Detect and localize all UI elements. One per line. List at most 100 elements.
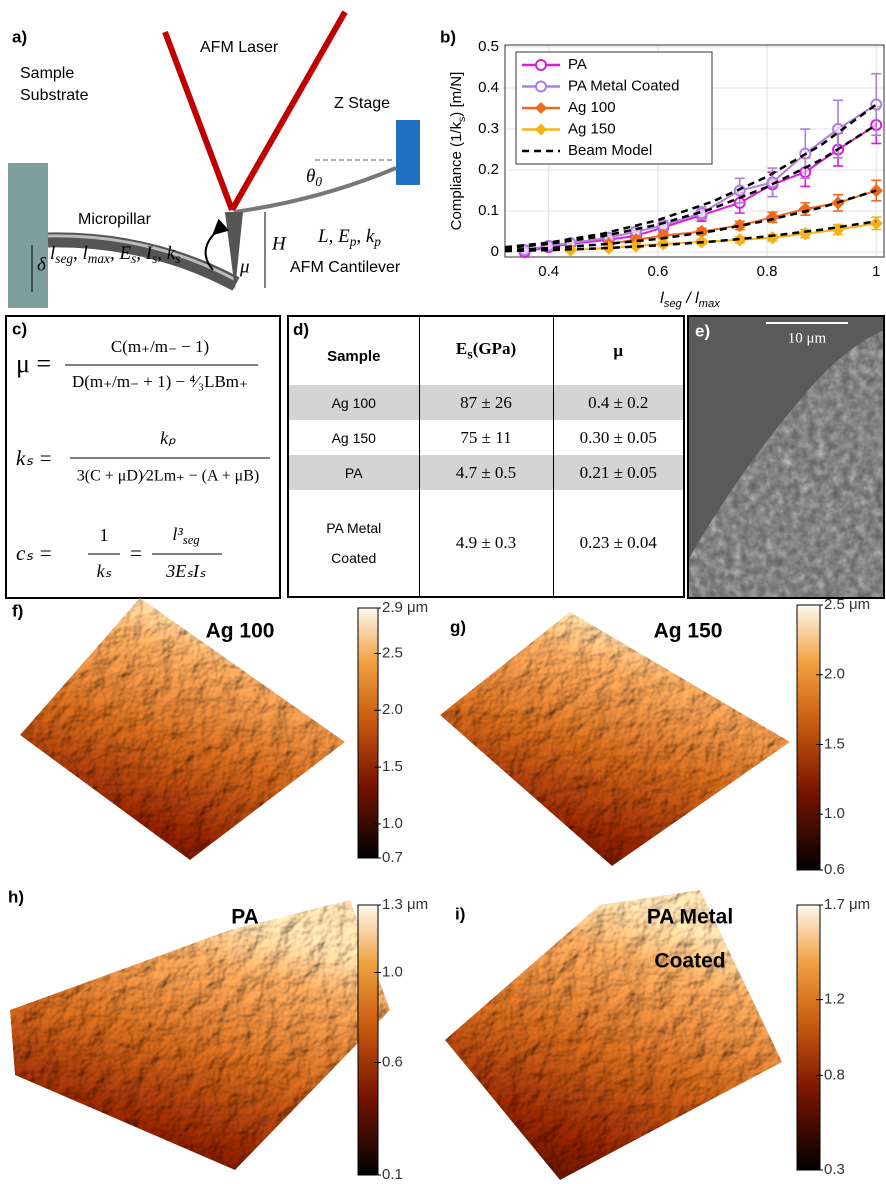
eq-num: l³seg: [172, 524, 199, 547]
legend-marker: [536, 60, 546, 70]
substrate: [8, 163, 48, 308]
text-part: / l: [682, 290, 699, 307]
cantilever-label: AFM Cantilever: [290, 259, 401, 276]
panel-label: h): [8, 887, 24, 906]
text-part: , l: [73, 243, 88, 264]
y-tick-label: 0.2: [478, 161, 499, 178]
legend-label: Ag 100: [568, 99, 616, 116]
panel-e: e) 10 μm: [688, 316, 884, 598]
header-cell: μ: [553, 316, 684, 385]
colorbar-tick-label: 0.3: [824, 1161, 845, 1178]
text-part: E: [456, 339, 467, 358]
z-stage: [396, 120, 420, 185]
afm-title: Ag 150: [654, 620, 723, 643]
x-tick-label: 0.6: [647, 263, 668, 280]
colorbar: [797, 905, 820, 1170]
subscript: seg: [664, 298, 683, 310]
colorbar-tick-label: 2.0: [824, 666, 845, 683]
results-table: Sample Es(GPa) μ Ag 100 87 ± 26 0.4 ± 0.…: [287, 315, 685, 598]
text-part: (GPa): [473, 339, 516, 358]
eq-den: 3EₛIₛ: [165, 561, 206, 581]
legend-label: Beam Model: [568, 142, 652, 159]
subscript: p: [373, 234, 381, 249]
height-label: H: [271, 233, 287, 254]
eq-den: D(m₊/m₋ + 1) − ⁴⁄₃LBm₊: [72, 372, 248, 391]
colorbar-tick-label: 0.6: [824, 861, 845, 878]
panel-label: e): [695, 321, 710, 340]
panel-label: g): [450, 617, 466, 636]
legend-label: PA Metal Coated: [568, 77, 679, 94]
text-part: θ: [306, 166, 315, 187]
cell: 75 ± 11: [419, 420, 553, 455]
cell: 0.21 ± 0.05: [553, 455, 684, 490]
colorbar: [358, 608, 378, 858]
text-part: , E: [110, 243, 132, 264]
colorbar: [358, 905, 378, 1175]
cantilever-params: L, Ep, kp: [317, 226, 381, 249]
colorbar: [797, 605, 820, 870]
panel-label: a): [12, 27, 27, 46]
subscript: s: [175, 251, 180, 266]
text-part: Compliance (1/k: [448, 121, 465, 230]
eq-num: kₚ: [160, 428, 176, 448]
colorbar-tick-label: 1.5: [382, 758, 403, 775]
colorbar-tick-label: 1.0: [382, 963, 403, 980]
colorbar-tick-label: 0.7: [382, 849, 403, 866]
cell: 0.23 ± 0.04: [553, 490, 684, 597]
cell: Ag 150: [288, 420, 419, 455]
mu-label: μ: [239, 256, 250, 277]
pillar-label: Micropillar: [78, 211, 152, 228]
x-tick-label: 0.8: [757, 263, 778, 280]
table-row: Ag 100 87 ± 26 0.4 ± 0.2: [288, 385, 684, 420]
colorbar-tick-label: 2.5 μm: [824, 596, 870, 613]
panel-c: c) μ = C(m₊/m₋ − 1) D(m₊/m₋ + 1) − ⁴⁄₃LB…: [6, 316, 280, 598]
panel-label: b): [440, 27, 456, 46]
colorbar-tick-label: 0.6: [382, 1053, 403, 1070]
subscript: max: [88, 251, 110, 266]
y-tick-label: 0.1: [478, 202, 499, 219]
cell: 4.9 ± 0.3: [419, 490, 553, 597]
table-header: Sample Es(GPa) μ: [288, 316, 684, 385]
eq-lhs: μ =: [16, 349, 51, 378]
panel-label: f): [12, 601, 23, 620]
scale-label: 10 μm: [788, 330, 827, 346]
table-row: PA 4.7 ± 0.5 0.21 ± 0.05: [288, 455, 684, 490]
text-part: L, E: [317, 226, 350, 247]
cell: 0.30 ± 0.05: [553, 420, 684, 455]
subscript: max: [699, 298, 721, 310]
y-axis-title: Compliance (1/ks) [m/N]: [448, 72, 468, 231]
eq-num: 1: [100, 525, 109, 545]
afm-surface: [20, 598, 345, 860]
legend-marker: [536, 82, 546, 92]
text-part: , k: [356, 226, 375, 247]
colorbar-tick-label: 2.9 μm: [382, 599, 428, 616]
angle-label: θ0: [306, 166, 322, 189]
colorbar-tick-label: 1.2: [824, 991, 845, 1008]
colorbar-tick-label: 0.8: [824, 1066, 845, 1083]
eq-lhs: kₛ =: [16, 446, 53, 470]
afm-surface: [445, 890, 782, 1180]
subscript: seg: [55, 251, 73, 266]
legend-label: PA: [568, 56, 587, 73]
deflection-label: δ: [37, 254, 47, 275]
subscript: 0: [315, 174, 322, 189]
text-part: ) [m/N]: [448, 72, 465, 117]
eq-den: kₛ: [97, 561, 112, 581]
panel-label: i): [455, 904, 465, 923]
cell: 4.7 ± 0.5: [419, 455, 553, 490]
y-tick-label: 0.5: [478, 38, 499, 55]
colorbar-tick-label: 1.7 μm: [824, 896, 870, 913]
colorbar-tick-label: 1.5: [824, 735, 845, 752]
afm-title: PA: [231, 906, 259, 929]
laser-beam: [165, 32, 232, 210]
substrate-label: Substrate: [20, 87, 89, 104]
cell: Ag 100: [288, 385, 419, 420]
afm-title: Ag 100: [206, 620, 275, 643]
table-row: Ag 150 75 ± 11 0.30 ± 0.05: [288, 420, 684, 455]
eq-num: C(m₊/m₋ − 1): [111, 337, 209, 356]
panel-b: b)0.40.60.8100.10.20.30.40.5lseg / lmaxC…: [440, 27, 884, 309]
text-part: l³: [172, 524, 183, 544]
colorbar-tick-label: 2.5: [382, 644, 403, 661]
